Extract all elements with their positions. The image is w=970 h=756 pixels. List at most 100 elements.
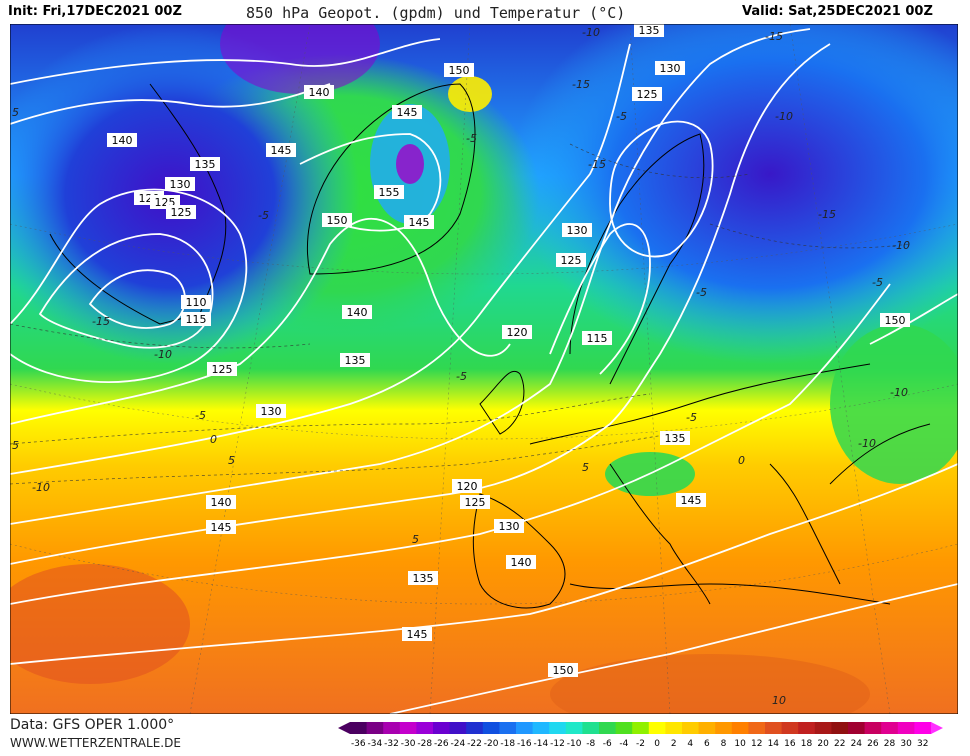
temperature-labels: 5 -5 -5 -10 -15 -15 -5 -10 -15 -15 -10 -… — [12, 26, 910, 707]
height-label: 130 — [499, 520, 520, 533]
height-label: 140 — [309, 86, 330, 99]
height-label: 155 — [379, 186, 400, 199]
legend-tick-label: 28 — [884, 739, 896, 749]
temperature-label: -15 — [572, 78, 590, 91]
geopotential-contours — [9, 28, 959, 715]
black-sea-cold-area — [830, 324, 970, 484]
legend-tick-label: 24 — [851, 739, 863, 749]
temperature-label: -10 — [775, 110, 793, 123]
geopotential-labels: 135 130 125 120 110 115 125 130 140 145 … — [107, 23, 910, 677]
height-label: 135 — [195, 158, 216, 171]
legend-swatch — [632, 722, 650, 734]
temperature-label: 5 — [12, 106, 19, 119]
legend-swatch — [715, 722, 733, 734]
legend-tick-label: -12 — [550, 739, 565, 749]
contour-label: 135 — [634, 23, 664, 37]
height-label: 140 — [112, 134, 133, 147]
legend-tick-label: -20 — [484, 739, 499, 749]
data-source: Data: GFS OPER 1.000° — [10, 717, 175, 733]
website: WWW.WETTERZENTRALE.DE — [10, 736, 181, 750]
legend-swatch — [350, 722, 368, 734]
atlantic-warm-area — [0, 564, 190, 684]
height-label: 125 — [465, 496, 486, 509]
height-label: 135 — [639, 24, 660, 37]
legend-tick-label: -14 — [534, 739, 549, 749]
height-label: 125 — [561, 254, 582, 267]
legend-tick-label: 18 — [801, 739, 813, 749]
legend-tick-label: -34 — [368, 739, 383, 749]
height-label: 145 — [681, 494, 702, 507]
height-label: 130 — [261, 405, 282, 418]
legend-end-arrow — [931, 722, 943, 734]
legend-swatch — [665, 722, 683, 734]
legend-tick-label: 26 — [867, 739, 879, 749]
legend-tick-label: -8 — [586, 739, 595, 749]
height-label: 125 — [171, 206, 192, 219]
height-label: 115 — [587, 332, 608, 345]
legend-swatch — [698, 722, 716, 734]
height-label: 150 — [449, 64, 470, 77]
map-canvas: 135 130 125 120 110 115 125 130 140 145 … — [0, 0, 970, 734]
legend-tick-label: 12 — [751, 739, 762, 749]
legend-swatch — [516, 722, 534, 734]
temperature-label: -10 — [858, 437, 876, 450]
height-label: 150 — [553, 664, 574, 677]
temperature-label: -15 — [818, 208, 836, 221]
map-title: 850 hPa Geopot. (gpdm) und Temperatur (°… — [246, 4, 626, 22]
legend-swatch — [914, 722, 932, 734]
height-label: 120 — [507, 326, 528, 339]
legend-swatch — [682, 722, 700, 734]
legend-swatch — [599, 722, 617, 734]
legend-swatch — [748, 722, 766, 734]
temperature-label: -15 — [92, 315, 110, 328]
temperature-label: 0 — [738, 454, 745, 467]
legend-swatch — [532, 722, 550, 734]
legend-swatch — [848, 722, 866, 734]
arctic-cold-core — [220, 0, 380, 94]
height-label: 120 — [457, 480, 478, 493]
legend-tick-label: -24 — [451, 739, 466, 749]
temperature-label: -5 — [195, 409, 206, 422]
height-label: 125 — [637, 88, 658, 101]
temperature-label: -5 — [456, 370, 467, 383]
legend-tick-label: 0 — [654, 739, 660, 749]
height-label: 140 — [347, 306, 368, 319]
temperature-label: -5 — [258, 209, 269, 222]
legend-swatch — [881, 722, 899, 734]
legend-swatch — [731, 722, 749, 734]
legend-tick-label: 22 — [834, 739, 845, 749]
legend-tick-label: -22 — [467, 739, 482, 749]
legend-swatch — [765, 722, 783, 734]
temperature-label: -15 — [765, 30, 783, 43]
temperature-label: -10 — [892, 239, 910, 252]
map-footer: Data: GFS OPER 1.000° WWW.WETTERZENTRALE… — [0, 714, 970, 756]
temperature-label: -5 — [616, 110, 627, 123]
legend-tick-label: 6 — [704, 739, 710, 749]
weather-map: 135 130 125 120 110 115 125 130 140 145 … — [0, 0, 970, 734]
temperature-label: -10 — [582, 26, 600, 39]
temperature-label: -15 — [588, 158, 606, 171]
color-legend: -36 -34 -32 -30 -28 -26 -24 -22 -20 -18 -16 -14 -12-… — [338, 722, 943, 749]
legend-tick-label: -6 — [603, 739, 612, 749]
legend-swatch — [433, 722, 451, 734]
temperature-label: -5 — [872, 276, 883, 289]
legend-tick-label: 16 — [784, 739, 796, 749]
legend-swatch — [482, 722, 500, 734]
legend-swatch — [781, 722, 799, 734]
height-label: 150 — [327, 214, 348, 227]
legend-swatch — [565, 722, 583, 734]
height-label: 125 — [212, 363, 233, 376]
russia-cold-pool — [510, 0, 970, 364]
legend-tick-label: 14 — [768, 739, 780, 749]
height-label: 140 — [211, 496, 232, 509]
height-label: 150 — [885, 314, 906, 327]
height-label: 110 — [186, 296, 207, 309]
legend-swatch — [449, 722, 467, 734]
legend-tick-label: -10 — [567, 739, 582, 749]
legend-swatch — [416, 722, 434, 734]
greenland-cold-core — [396, 144, 424, 184]
temperature-label: -5 — [466, 132, 477, 145]
height-label: 135 — [665, 432, 686, 445]
valid-time: Valid: Sat,25DEC2021 00Z — [742, 4, 933, 19]
legend-swatch — [366, 722, 384, 734]
